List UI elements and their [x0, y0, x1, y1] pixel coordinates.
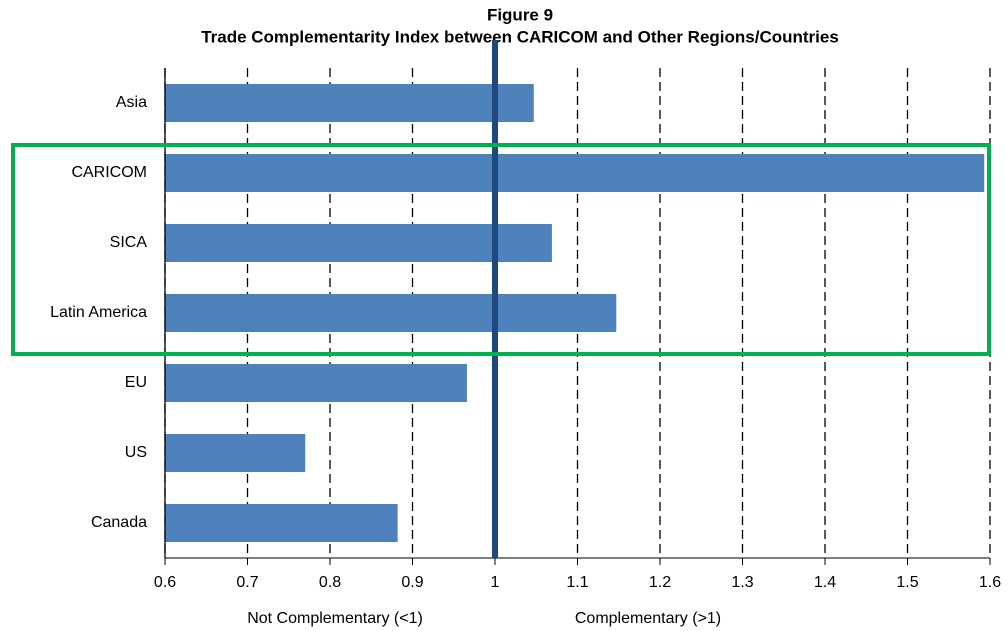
chart-title: Figure 9: [487, 5, 553, 24]
bar: [165, 154, 985, 192]
x-tick-label: 0.8: [319, 574, 341, 591]
x-tick-label: 1: [491, 574, 500, 591]
x-tick-label: 0.6: [154, 574, 176, 591]
annotation: Complementary (>1): [575, 610, 721, 627]
bar: [165, 364, 467, 402]
y-tick-label: Asia: [116, 94, 147, 111]
bar: [165, 224, 552, 262]
y-tick-label: US: [125, 444, 147, 461]
bar: [165, 504, 398, 542]
x-tick-label: 1.4: [814, 574, 836, 591]
bar: [165, 84, 534, 122]
y-tick-label: CARICOM: [71, 164, 147, 181]
plot-area: 0.6 0.7 0.8 0.9 1 1.1 1.2 1.3 1.4 1.5 1.6 Asia CARIC…: [50, 40, 1001, 591]
y-tick-label: SICA: [110, 234, 148, 251]
chart-subtitle: Trade Complementarity Index between CARI…: [201, 27, 839, 46]
y-tick-label: Canada: [91, 514, 147, 531]
x-tick-label: 0.7: [236, 574, 258, 591]
y-tick-label: Latin America: [50, 304, 147, 321]
bar: [165, 434, 306, 472]
highlight-box: [11, 143, 991, 356]
x-tick-label: 1.2: [649, 574, 671, 591]
x-tick-label: 1.6: [979, 574, 1001, 591]
bar: [165, 294, 617, 332]
x-tick-label: 1.1: [566, 574, 588, 591]
y-tick-label: EU: [125, 374, 147, 391]
x-tick-label: 1.5: [896, 574, 918, 591]
x-tick-label: 1.3: [731, 574, 753, 591]
annotation: Not Complementary (<1): [247, 610, 423, 627]
x-tick-label: 0.9: [401, 574, 423, 591]
